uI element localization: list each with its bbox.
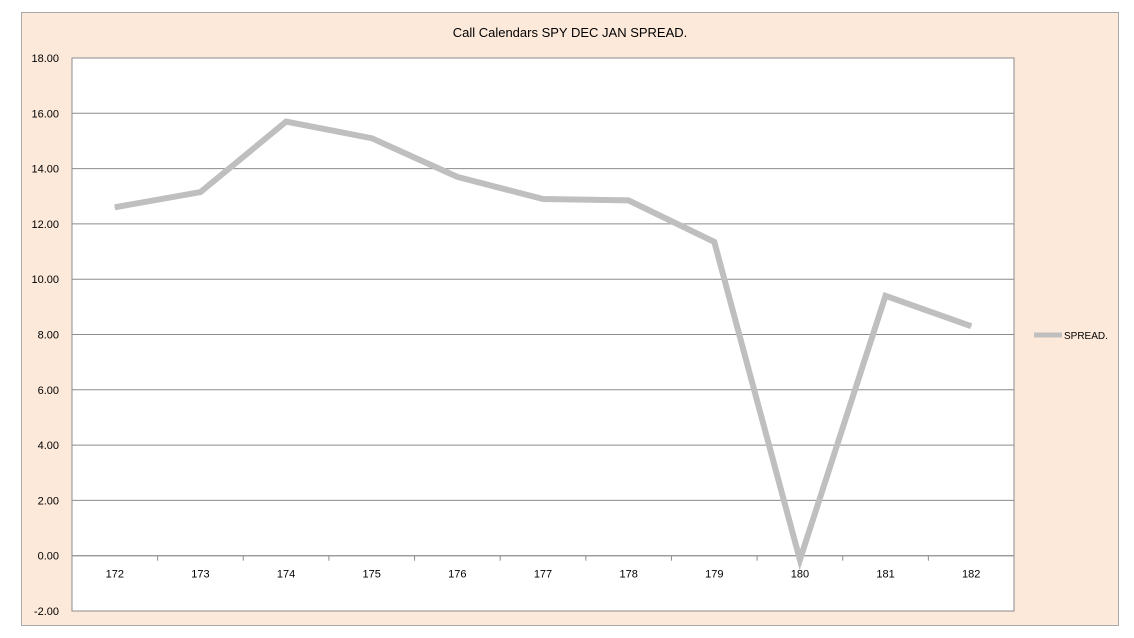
y-tick-label: 18.00 xyxy=(31,53,59,65)
x-tick-label: 174 xyxy=(277,569,295,581)
x-tick-label: 172 xyxy=(106,569,124,581)
x-axis: 172 173 174 175 176 177 178 179 180 181 182 xyxy=(71,555,1015,581)
data-point xyxy=(628,199,630,201)
x-tick-label: 177 xyxy=(534,569,552,581)
x-tick-label: 173 xyxy=(191,569,209,581)
y-tick-label: 10.00 xyxy=(31,274,59,286)
data-point xyxy=(885,295,887,297)
data-point xyxy=(114,206,116,208)
legend: SPREAD. xyxy=(1034,331,1108,342)
y-tick-label: 0.00 xyxy=(38,551,59,563)
data-point xyxy=(456,176,458,178)
y-tick-label: 8.00 xyxy=(38,330,59,342)
y-tick-label: 14.00 xyxy=(31,164,59,176)
y-tick-label: 4.00 xyxy=(38,440,59,452)
y-axis-ticks: -2.00 0.00 2.00 4.00 6.00 8.00 10.00 12.00 14.00… xyxy=(31,53,59,618)
y-tick-label: -2.00 xyxy=(34,606,59,618)
data-point xyxy=(199,191,201,193)
x-tick-label: 182 xyxy=(962,569,980,581)
x-tick-label: 178 xyxy=(619,569,637,581)
x-tick-label: 179 xyxy=(705,569,723,581)
series-lines xyxy=(114,118,973,571)
y-tick-label: 16.00 xyxy=(31,108,59,120)
y-tick-label: 6.00 xyxy=(38,385,59,397)
data-point xyxy=(285,121,287,123)
data-point xyxy=(799,559,801,561)
x-tick-label: 176 xyxy=(448,569,466,581)
data-point xyxy=(713,241,715,243)
y-tick-label: 2.00 xyxy=(38,495,59,507)
x-tick-label: 181 xyxy=(876,569,894,581)
data-point xyxy=(542,198,544,200)
x-tick-label: 175 xyxy=(363,569,381,581)
data-point xyxy=(371,137,373,139)
x-tick-label: 180 xyxy=(791,569,809,581)
legend-label: SPREAD. xyxy=(1064,331,1108,342)
y-tick-label: 12.00 xyxy=(31,219,59,231)
data-point xyxy=(970,325,972,327)
chart-title: Call Calendars SPY DEC JAN SPREAD. xyxy=(453,25,688,40)
